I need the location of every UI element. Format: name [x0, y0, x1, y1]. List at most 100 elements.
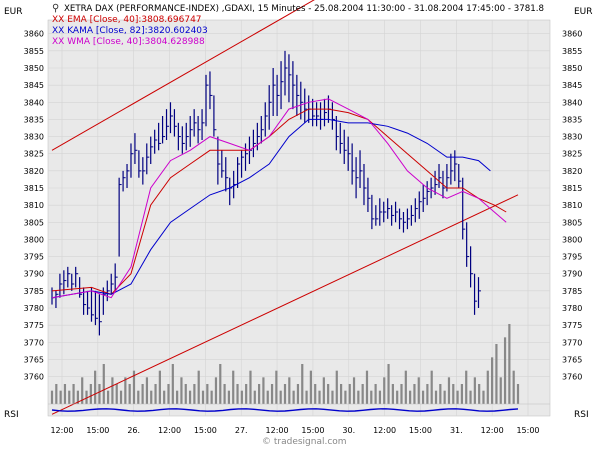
- volume-bar: [253, 390, 256, 404]
- x-tick-label: 15:00: [409, 426, 432, 435]
- kama-line: [51, 118, 491, 299]
- volume-bar: [59, 390, 62, 404]
- volume-bar: [387, 364, 390, 404]
- volume-bar: [417, 377, 420, 404]
- volume-bar: [495, 344, 498, 404]
- price-bar: [110, 273, 114, 295]
- price-bar: [165, 109, 170, 140]
- volume-bar: [188, 390, 192, 404]
- price-bar: [426, 181, 430, 206]
- y-tick-label-right: 3785: [562, 287, 582, 296]
- volume-bar: [378, 390, 382, 404]
- volume-bar: [413, 384, 416, 404]
- volume-bar: [249, 370, 252, 404]
- price-bar: [237, 157, 241, 188]
- price-bar: [454, 150, 458, 182]
- volume-bar: [314, 384, 317, 404]
- price-bar: [71, 273, 75, 291]
- price-bar: [256, 122, 260, 151]
- price-bar: [343, 129, 347, 164]
- price-bar: [473, 273, 478, 315]
- y-tick-label-left: 3830: [24, 133, 44, 142]
- y-tick-label-left: 3840: [24, 98, 44, 107]
- volume-bar: [128, 384, 131, 404]
- volume-bar: [63, 384, 67, 404]
- price-bar: [470, 246, 474, 288]
- y-tick-label-left: 3770: [24, 338, 44, 347]
- volume-bar: [465, 370, 468, 404]
- price-bar: [197, 116, 201, 144]
- volume-bar: [262, 377, 265, 404]
- price-bar: [410, 205, 414, 226]
- price-bar: [90, 287, 94, 322]
- price-bar: [394, 201, 399, 223]
- volume-bar: [499, 377, 502, 404]
- volume-bar: [176, 390, 179, 404]
- price-bar: [213, 95, 217, 137]
- y-tick-label-left: 3815: [24, 184, 44, 193]
- price-bar: [244, 143, 249, 171]
- price-bar: [201, 109, 205, 140]
- price-bar: [118, 177, 122, 257]
- y-tick-label-right: 3820: [562, 167, 582, 176]
- y-tick-label-right: 3835: [562, 115, 582, 124]
- price-bar: [284, 50, 288, 96]
- x-tick-label: 15:00: [86, 426, 109, 435]
- price-bar: [217, 136, 221, 185]
- y-tick-label-right: 3795: [562, 253, 582, 262]
- x-tick-label: 31.: [450, 426, 463, 435]
- price-bar: [359, 150, 363, 188]
- rsi-line: [51, 408, 519, 412]
- volume-bar: [383, 377, 386, 404]
- volume-bar: [115, 384, 118, 404]
- volume-bar: [357, 390, 360, 404]
- y-tick-label-left: 3765: [24, 355, 44, 364]
- volume-bar: [279, 390, 282, 404]
- price-bar: [363, 164, 367, 206]
- x-tick-label: 15:00: [194, 426, 217, 435]
- y-tick-label-right: 3805: [562, 218, 582, 227]
- channel-layer: [51, 0, 519, 415]
- volume-bar: [473, 377, 476, 404]
- price-bar: [193, 109, 197, 137]
- price-bar: [114, 263, 118, 291]
- price-bar: [430, 177, 434, 199]
- rsi-label-right: RSI: [574, 410, 589, 420]
- price-bar: [221, 150, 225, 178]
- x-tick-label: 12:00: [266, 426, 289, 435]
- volume-bar: [352, 377, 356, 404]
- volume-bar: [245, 384, 248, 404]
- volume-bar: [201, 390, 205, 404]
- volume-bar: [98, 384, 101, 404]
- y-tick-label-left: 3825: [24, 150, 44, 159]
- price-bar: [477, 277, 482, 308]
- price-bar: [158, 122, 162, 151]
- price-bar: [161, 116, 166, 144]
- volume-bar: [85, 390, 88, 404]
- volume-bar: [434, 390, 438, 404]
- indicator-wma-label: XX WMA [Close, 40]:3804.628988: [52, 37, 205, 47]
- y-tick-label-right: 3845: [562, 81, 582, 90]
- volume-bar: [482, 390, 485, 404]
- volume-bar: [491, 357, 494, 404]
- wma-line: [51, 98, 507, 299]
- volume-bar: [365, 370, 369, 404]
- volume-bar: [396, 390, 399, 404]
- y-tick-label-left: 3795: [24, 253, 44, 262]
- volume-bar: [68, 390, 71, 404]
- header: ⚲ XETRA DAX (PERFORMANCE-INDEX) ,GDAXI, …: [52, 3, 544, 47]
- y-tick-label-right: 3855: [562, 47, 582, 56]
- volume-bar: [106, 390, 110, 404]
- volume-bar: [145, 377, 149, 404]
- price-bar: [387, 198, 391, 219]
- price-bar: [398, 208, 403, 230]
- y-tick-label-left: 3820: [24, 167, 44, 176]
- price-bar: [209, 71, 213, 110]
- volume-bar: [335, 370, 338, 404]
- price-bar: [402, 212, 406, 233]
- rsi-panel: [48, 403, 550, 412]
- price-bar: [296, 74, 300, 116]
- price-bar: [86, 290, 91, 315]
- x-tick-label: 15:00: [301, 426, 324, 435]
